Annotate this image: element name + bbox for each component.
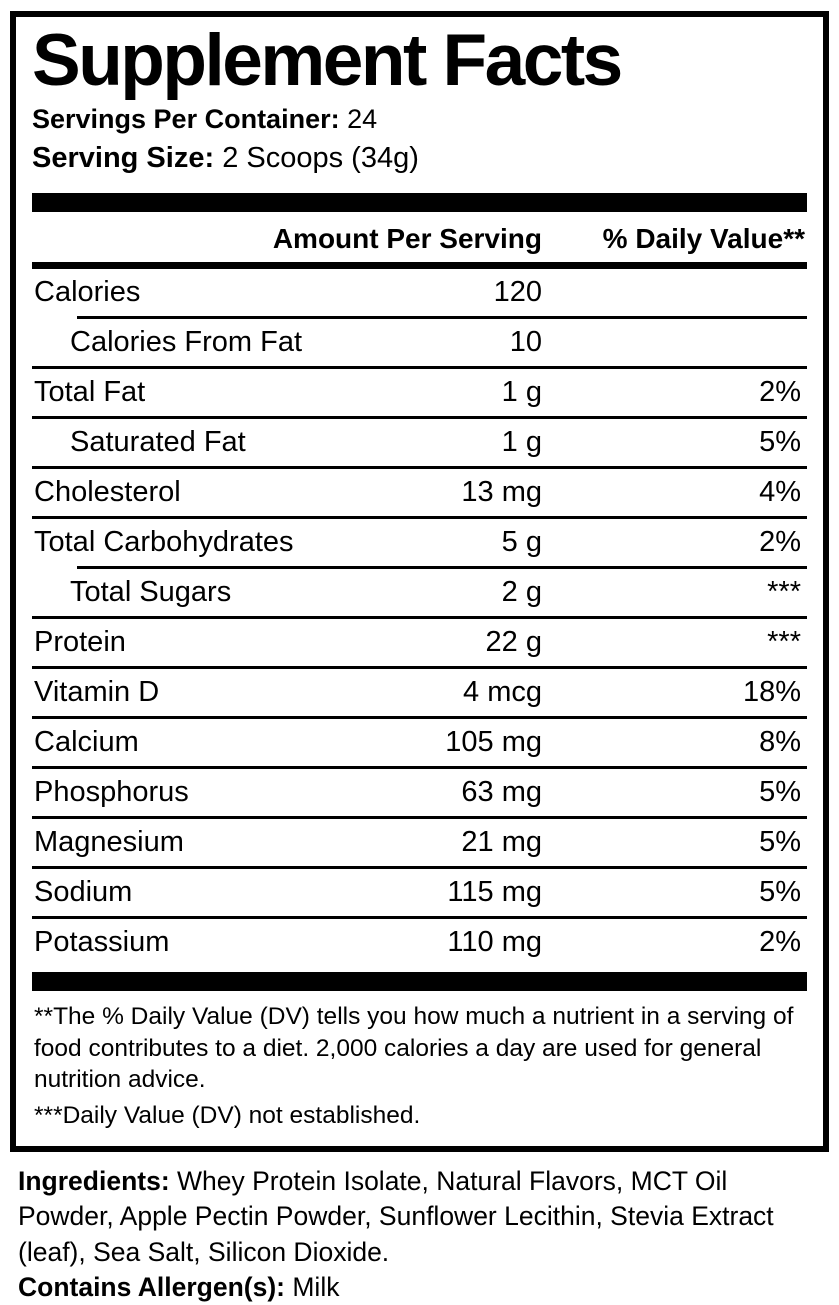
nutrient-row: Total Sugars 2 g *** [32, 569, 807, 616]
nutrient-name: Potassium [34, 925, 170, 958]
nutrient-amount: 105 mg [445, 725, 542, 758]
ingredients-text: Ingredients: Whey Protein Isolate, Natur… [18, 1164, 825, 1270]
supplement-facts-panel: Supplement Facts Servings Per Container:… [10, 11, 829, 1153]
serving-size-value: 2 Scoops (34g) [222, 142, 419, 174]
ingredients-section: Ingredients: Whey Protein Isolate, Natur… [18, 1164, 825, 1305]
nutrient-daily-value: *** [767, 625, 801, 658]
nutrient-table: Calories 120 Calories From Fat 10 Total Fat 1… [32, 269, 807, 966]
serving-size: Serving Size: 2 Scoops (34g) [32, 140, 807, 178]
nutrient-daily-value: 2% [759, 925, 801, 958]
allergens-text: Contains Allergen(s): Milk [18, 1270, 825, 1305]
top-divider-bar [32, 192, 807, 212]
nutrient-row: Calcium 105 mg 8% [32, 719, 807, 766]
nutrient-amount: 5 g [501, 525, 542, 558]
footnotes: **The % Daily Value (DV) tells you how m… [32, 991, 807, 1136]
row-separator [32, 615, 807, 619]
nutrient-row: Sodium 115 mg 5% [32, 869, 807, 916]
nutrient-row: Phosphorus 63 mg 5% [32, 769, 807, 816]
nutrient-name: Vitamin D [34, 675, 160, 708]
servings-per-container-value: 24 [347, 103, 378, 134]
nutrient-amount: 22 g [485, 625, 542, 658]
nutrient-row: Calories 120 [32, 269, 807, 316]
allergens-value: Milk [292, 1271, 340, 1302]
nutrient-row: Protein 22 g *** [32, 619, 807, 666]
row-separator [32, 365, 807, 369]
nutrient-name: Calories [34, 275, 141, 308]
nutrient-name: Saturated Fat [70, 425, 246, 458]
nutrient-daily-value: *** [767, 575, 801, 608]
serving-size-label: Serving Size: [32, 142, 215, 174]
nutrient-row: Potassium 110 mg 2% [32, 919, 807, 966]
nutrient-amount: 10 [509, 325, 542, 358]
row-separator [77, 565, 807, 569]
nutrient-row: Saturated Fat 1 g 5% [32, 419, 807, 466]
row-separator [32, 665, 807, 669]
nutrient-name: Total Carbohydrates [34, 525, 294, 558]
nutrient-name: Magnesium [34, 825, 184, 858]
nutrient-daily-value: 8% [759, 725, 801, 758]
nutrient-row: Magnesium 21 mg 5% [32, 819, 807, 866]
servings-per-container-label: Servings Per Container: [32, 103, 340, 134]
nutrient-name: Cholesterol [34, 475, 181, 508]
nutrient-daily-value: 5% [759, 875, 801, 908]
nutrient-amount: 2 g [501, 575, 542, 608]
nutrient-amount: 63 mg [461, 775, 542, 808]
nutrient-amount: 115 mg [447, 875, 542, 908]
nutrient-amount: 21 mg [461, 825, 542, 858]
daily-value-header: % Daily Value** [602, 222, 805, 254]
nutrient-daily-value: 2% [759, 525, 801, 558]
table-header-row: Amount Per Serving % Daily Value** [32, 212, 807, 269]
nutrient-name: Calcium [34, 725, 139, 758]
daily-value-footnote: **The % Daily Value (DV) tells you how m… [34, 1002, 794, 1094]
nutrient-daily-value: 18% [742, 675, 801, 708]
row-separator [32, 465, 807, 469]
row-separator [32, 865, 807, 869]
row-separator [32, 415, 807, 419]
nutrient-amount: 4 mcg [463, 675, 542, 708]
row-separator [32, 715, 807, 719]
nutrient-amount: 120 [493, 275, 542, 308]
nutrient-amount: 110 mg [447, 925, 542, 958]
ingredients-label: Ingredients: [18, 1166, 170, 1197]
nutrient-daily-value: 5% [759, 425, 801, 458]
nutrient-name: Total Fat [34, 375, 146, 408]
panel-title: Supplement Facts [32, 20, 623, 101]
nutrient-daily-value: 5% [759, 775, 801, 808]
row-separator [32, 815, 807, 819]
nutrient-name: Calories From Fat [70, 325, 303, 358]
nutrient-amount: 1 g [501, 375, 542, 408]
ingredients-value: Whey Protein Isolate, Natural Flavors, M… [18, 1166, 774, 1267]
bottom-divider-bar [32, 971, 807, 991]
row-separator [77, 315, 807, 319]
nutrient-name: Sodium [34, 875, 133, 908]
not-established-footnote: ***Daily Value (DV) not established. [34, 1102, 421, 1130]
nutrient-daily-value: 2% [759, 375, 801, 408]
servings-per-container: Servings Per Container: 24 [32, 102, 807, 137]
nutrient-name: Phosphorus [34, 775, 189, 808]
nutrient-row: Total Carbohydrates 5 g 2% [32, 519, 807, 566]
allergens-label: Contains Allergen(s): [18, 1271, 285, 1302]
nutrient-daily-value: 4% [759, 475, 801, 508]
nutrient-row: Calories From Fat 10 [32, 319, 807, 366]
amount-per-serving-header: Amount Per Serving [272, 222, 542, 254]
nutrient-row: Vitamin D 4 mcg 18% [32, 669, 807, 716]
row-separator [32, 915, 807, 919]
nutrient-row: Total Fat 1 g 2% [32, 369, 807, 416]
nutrient-row: Cholesterol 13 mg 4% [32, 469, 807, 516]
nutrient-name: Protein [34, 625, 126, 658]
nutrient-amount: 1 g [501, 425, 542, 458]
row-separator [32, 765, 807, 769]
nutrient-name: Total Sugars [70, 575, 232, 608]
nutrient-daily-value: 5% [759, 825, 801, 858]
row-separator [32, 515, 807, 519]
nutrient-amount: 13 mg [461, 475, 542, 508]
